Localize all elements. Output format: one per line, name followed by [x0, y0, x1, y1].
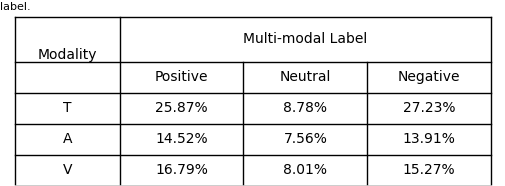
- Text: T: T: [63, 101, 72, 115]
- Text: 14.52%: 14.52%: [155, 132, 208, 146]
- Text: 27.23%: 27.23%: [402, 101, 454, 115]
- Text: Multi-modal Label: Multi-modal Label: [243, 32, 367, 46]
- Text: Modality: Modality: [38, 48, 97, 62]
- Text: 8.01%: 8.01%: [283, 163, 327, 177]
- Text: 16.79%: 16.79%: [155, 163, 208, 177]
- Text: Neutral: Neutral: [279, 70, 330, 84]
- Text: A: A: [63, 132, 72, 146]
- Text: 7.56%: 7.56%: [283, 132, 327, 146]
- Text: 13.91%: 13.91%: [402, 132, 454, 146]
- Text: 25.87%: 25.87%: [155, 101, 208, 115]
- Text: V: V: [63, 163, 72, 177]
- Text: Negative: Negative: [397, 70, 460, 84]
- Text: 8.78%: 8.78%: [283, 101, 327, 115]
- Text: label.: label.: [0, 2, 31, 12]
- Text: 15.27%: 15.27%: [402, 163, 454, 177]
- Text: Positive: Positive: [155, 70, 208, 84]
